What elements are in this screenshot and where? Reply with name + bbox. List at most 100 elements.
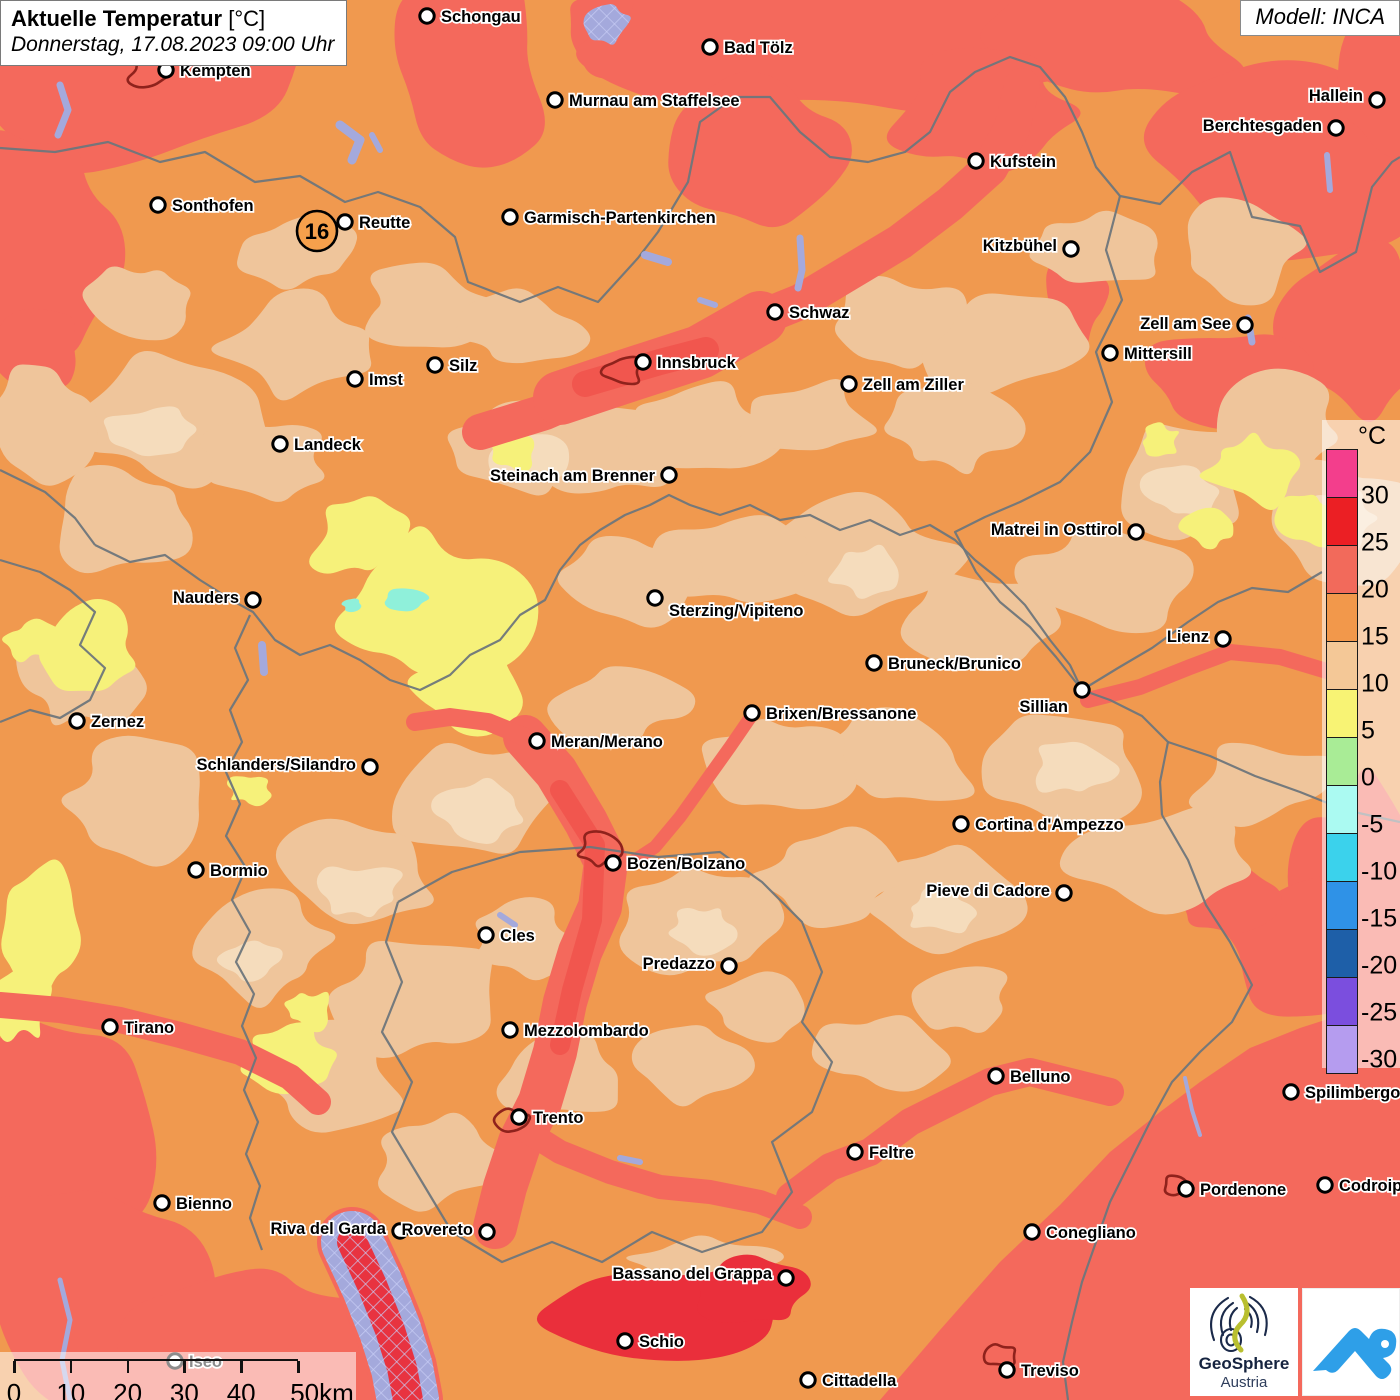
city: Bad Tölz <box>701 37 794 59</box>
legend-segment <box>1327 594 1357 642</box>
map-title-box: Aktuelle Temperatur [°C] Donnerstag, 17.… <box>0 0 348 66</box>
legend-segment <box>1327 642 1357 690</box>
legend-tick-label: 20 <box>1361 575 1389 604</box>
legend-segment <box>1327 1026 1357 1073</box>
city-label: Schwaz <box>789 304 850 322</box>
city: Silz <box>426 355 479 377</box>
city-marker <box>865 654 883 672</box>
city: Cittadella <box>799 1370 899 1392</box>
scale-bar: 0 10 20 30 40 50km <box>0 1352 356 1400</box>
scale-label: 10 <box>56 1378 86 1400</box>
city-label: Zell am See <box>1140 315 1231 333</box>
city: Kitzbühel <box>981 235 1080 258</box>
city: Brixen/Bressanone <box>743 703 918 725</box>
legend-tick-label: 15 <box>1361 622 1389 651</box>
legend-tick-label: 10 <box>1361 669 1389 698</box>
city-label: Pordenone <box>1200 1181 1286 1199</box>
city-label: Schongau <box>441 8 521 26</box>
city: Pieve di Cadore <box>924 880 1073 902</box>
city-marker <box>1023 1223 1041 1241</box>
city-label: Cortina d'Ampezzo <box>975 816 1124 834</box>
city: Kufstein <box>967 151 1058 173</box>
city: Murnau am Staffelsee <box>546 90 741 112</box>
city-marker <box>1368 91 1386 109</box>
city: Cortina d'Ampezzo <box>952 814 1125 836</box>
legend-segment <box>1327 786 1357 834</box>
legend-segment <box>1327 834 1357 882</box>
city-label: Kempten <box>180 62 251 80</box>
city-marker <box>846 1143 864 1161</box>
city-marker <box>1062 240 1080 258</box>
city-label: Rovereto <box>401 1221 473 1239</box>
city: Schio <box>616 1331 686 1353</box>
legend-tick-label: -30 <box>1361 1045 1398 1074</box>
city-label: Spilimbergo <box>1305 1084 1400 1102</box>
city: Schongau <box>418 6 522 28</box>
legend-segment <box>1327 882 1357 930</box>
lakes-layer <box>54 4 1333 1400</box>
city-label: Pieve di Cadore <box>926 882 1050 900</box>
city: Pordenone <box>1177 1179 1288 1201</box>
legend-segment <box>1327 978 1357 1026</box>
city: Treviso <box>998 1360 1080 1382</box>
city-marker <box>271 435 289 453</box>
city: Lienz <box>1165 626 1232 648</box>
temperature-legend: °C 30 25 20 15 10 5 0 -5 -10 -15 -20 -25 -30 <box>1322 420 1400 1074</box>
city-marker <box>1316 1176 1334 1194</box>
city-label: Innsbruck <box>657 354 737 372</box>
city-marker <box>346 370 364 388</box>
scale-label: 20 <box>113 1378 143 1400</box>
geosphere-logo-icon <box>1210 1293 1268 1353</box>
city: Sterzing/Vipiteno <box>646 589 805 622</box>
city: Nauders <box>171 587 262 609</box>
city-label: Feltre <box>869 1144 914 1162</box>
legend-tick-label: -20 <box>1361 951 1398 980</box>
city-label: Tirano <box>124 1019 174 1037</box>
city: Imst <box>346 369 405 391</box>
city: Matrei in Osttirol <box>989 519 1145 541</box>
city: Rovereto <box>400 1219 496 1241</box>
legend-tick-label: -15 <box>1361 904 1398 933</box>
city: Sonthofen <box>149 195 255 217</box>
city: Codroipo <box>1316 1175 1400 1197</box>
city-marker <box>153 1194 171 1212</box>
scale-label: 0 <box>6 1378 22 1400</box>
scale-tick <box>183 1361 186 1373</box>
city-label: Codroipo <box>1339 1177 1400 1195</box>
city: Mezzolombardo <box>501 1020 650 1042</box>
city-marker <box>1177 1180 1195 1198</box>
city: Schlanders/Silandro <box>195 754 379 776</box>
city-marker <box>616 1332 634 1350</box>
city-label: Mittersill <box>1124 345 1192 363</box>
city-marker <box>101 1018 119 1036</box>
city: Steinach am Brenner <box>488 465 678 487</box>
city-marker <box>244 591 262 609</box>
city-label: Murnau am Staffelsee <box>569 92 740 110</box>
city-marker <box>634 353 652 371</box>
city-label: Sillian <box>1019 698 1068 716</box>
geosphere-logo: GeoSphere Austria <box>1190 1288 1298 1396</box>
city-label: Bad Tölz <box>724 39 793 57</box>
city-marker <box>477 926 495 944</box>
city-label: Bormio <box>210 862 268 880</box>
city-marker <box>68 712 86 730</box>
city-label: Schio <box>639 1333 684 1351</box>
scale-tick <box>297 1361 300 1373</box>
map-subtitle: Donnerstag, 17.08.2023 09:00 Uhr <box>11 33 335 57</box>
scale-label: 50km <box>290 1378 354 1400</box>
legend-tick-label: -25 <box>1361 998 1398 1027</box>
city-label: Cittadella <box>822 1372 897 1390</box>
scale-label: 30 <box>169 1378 199 1400</box>
scale-tick <box>13 1361 16 1373</box>
city-label: Silz <box>449 357 477 375</box>
city-label: Hallein <box>1309 87 1363 105</box>
station-value-badge: 16 <box>295 209 339 253</box>
legend-segment <box>1327 930 1357 978</box>
model-label: Modell: INCA <box>1240 0 1400 36</box>
city-marker <box>1055 884 1073 902</box>
city-marker <box>660 466 678 484</box>
city-label: Brixen/Bressanone <box>766 705 916 723</box>
city: Predazzo <box>641 953 738 975</box>
city: Spilimbergo <box>1282 1082 1400 1104</box>
